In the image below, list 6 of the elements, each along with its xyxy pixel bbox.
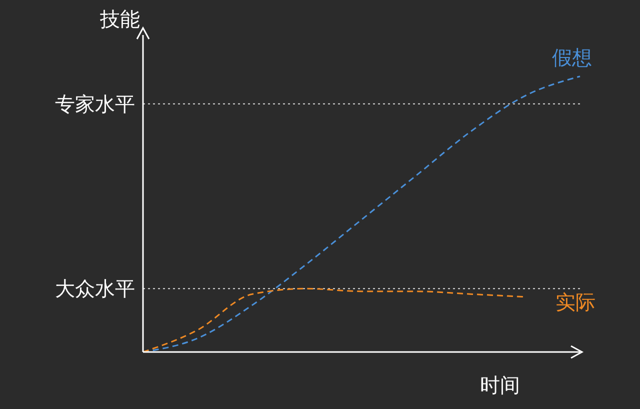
series-label: 假想 [552,45,592,70]
ref-line-label: 大众水平 [55,276,135,301]
y-axis-title: 技能 [100,6,140,33]
x-axis-title: 时间 [480,372,520,399]
ref-line-label: 专家水平 [55,92,135,116]
series-label: 实际 [555,290,596,314]
